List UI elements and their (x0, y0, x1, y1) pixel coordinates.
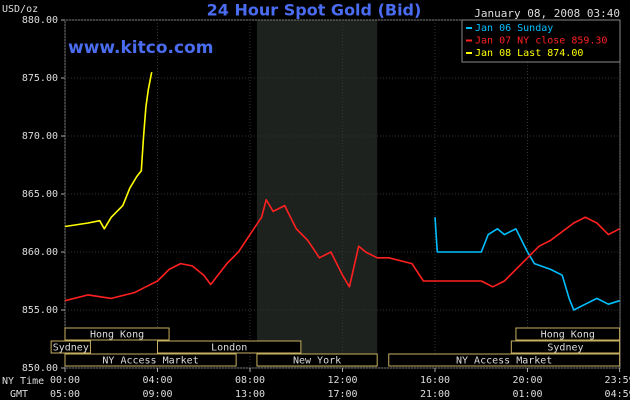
session-box (157, 340, 302, 354)
x2-tick-label: 05:00 (50, 389, 80, 400)
series-line (64, 199, 620, 302)
x2-tick-label: 09:00 (142, 389, 172, 400)
session-box (510, 340, 621, 354)
session-label: London (211, 343, 247, 354)
chart-title: 24 Hour Spot Gold (Bid) (207, 1, 422, 20)
x2-tick-label: 13:00 (235, 389, 265, 400)
x2-tick-label: 01:00 (512, 389, 542, 400)
legend-label: Jan 06 Sunday (475, 23, 553, 34)
y-tick-label: 870.00 (22, 131, 58, 142)
x2-tick-label: 17:00 (327, 389, 357, 400)
legend-label: Jan 07 NY close 859.30 (475, 36, 607, 47)
y-axis-label: USD/oz (2, 4, 38, 15)
session-box (50, 340, 91, 354)
x2-axis-label: GMT (10, 389, 28, 400)
session-box (388, 353, 621, 367)
x2-tick-label: 21:00 (420, 389, 450, 400)
session-label: NY Access Market (456, 356, 552, 367)
session-label: Hong Kong (90, 330, 144, 341)
session-label: Hong Kong (541, 330, 595, 341)
series-line (64, 72, 153, 230)
legend-label: Jan 08 Last 874.00 (475, 48, 583, 59)
x-tick-label: 00:00 (50, 375, 80, 386)
x-tick-label: 04:00 (142, 375, 172, 386)
timestamp: January 08, 2008 03:40 (474, 7, 620, 20)
x-tick-label: 20:00 (512, 375, 542, 386)
x-tick-label: 16:00 (420, 375, 450, 386)
y-tick-label: 880.00 (22, 15, 58, 26)
series-line (434, 217, 620, 311)
y-tick-label: 865.00 (22, 189, 58, 200)
session-box (515, 327, 621, 341)
x-axis-label: NY Time (2, 376, 44, 387)
y-tick-label: 860.00 (22, 247, 58, 258)
session-box (64, 327, 170, 341)
session-box (64, 353, 237, 367)
y-tick-label: 850.00 (22, 363, 58, 374)
y-tick-label: 855.00 (22, 305, 58, 316)
session-label: Sydney (547, 343, 583, 354)
session-label: New York (293, 356, 341, 367)
session-label: Sydney (53, 343, 89, 354)
session-label: NY Access Market (102, 356, 198, 367)
x-tick-label: 12:00 (327, 375, 357, 386)
x2-tick-label: 04:59 (605, 389, 630, 400)
x-tick-label: 08:00 (235, 375, 265, 386)
legend-box (461, 19, 621, 63)
x-tick-label: 23:59 (605, 375, 630, 386)
watermark: www.kitco.com (68, 38, 213, 58)
session-box (256, 353, 378, 367)
y-tick-label: 875.00 (22, 73, 58, 84)
